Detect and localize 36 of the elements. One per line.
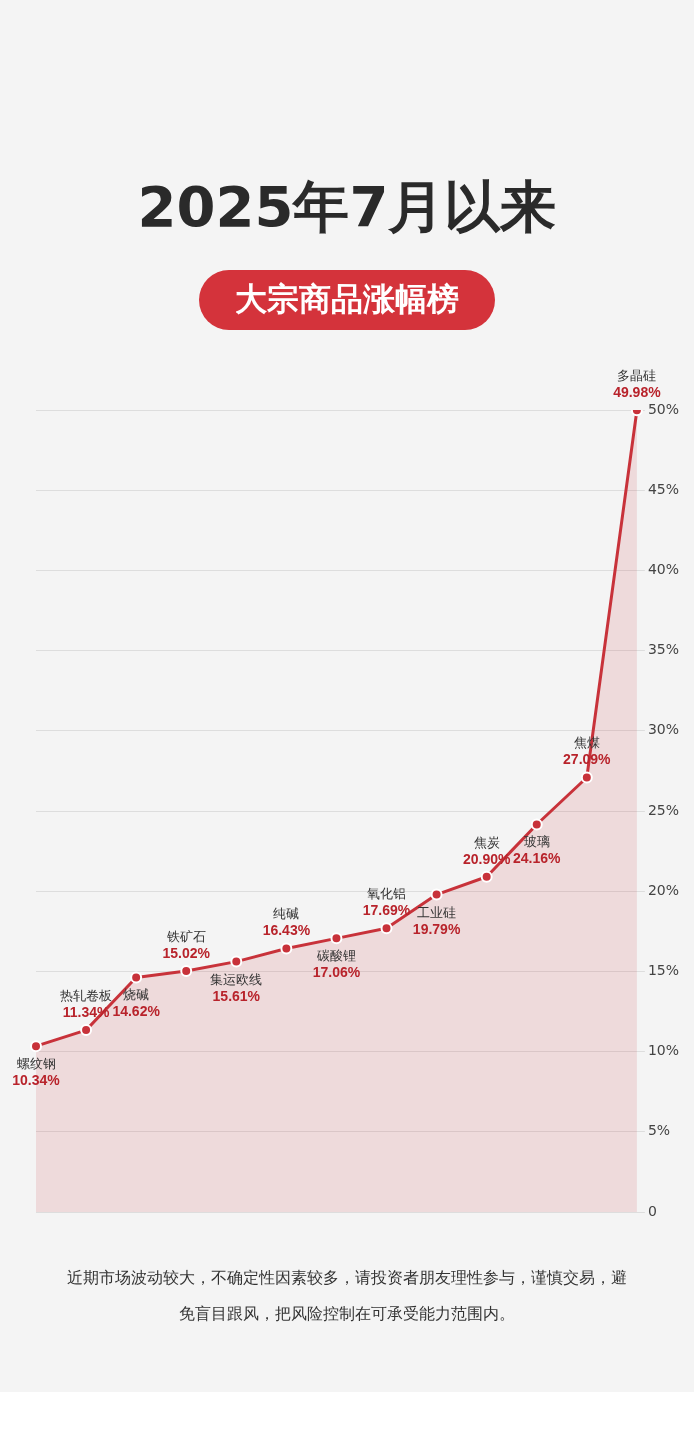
y-tick-label: 35%	[647, 641, 680, 658]
y-tick-label: 45%	[647, 480, 680, 497]
chart-subtitle: 大宗商品涨幅榜	[199, 270, 495, 330]
x-tick-label: 多晶硅	[617, 368, 657, 384]
data-label: 24.16%	[512, 850, 562, 867]
x-tick-label: 焦炭	[473, 834, 500, 850]
y-tick-label: 0	[647, 1202, 657, 1219]
x-tick-label: 集运欧线	[210, 971, 263, 987]
x-tick-label: 热轧卷板	[60, 988, 113, 1004]
y-tick-label: 25%	[647, 801, 680, 818]
x-tick-label: 碳酸锂	[315, 948, 356, 964]
data-label: 19.79%	[412, 920, 461, 937]
x-tick-label: 工业硅	[417, 904, 457, 920]
x-tick-label: 氧化铝	[367, 886, 407, 902]
data-label: 10.34%	[12, 1072, 61, 1089]
y-tick-label: 15%	[647, 962, 680, 979]
y-tick-label: 40%	[647, 561, 680, 578]
x-tick-label: 螺纹钢	[16, 1056, 56, 1072]
x-tick-label: 烧碱	[123, 987, 150, 1003]
data-label: 14.62%	[112, 1003, 161, 1020]
y-tick-label: 20%	[647, 881, 680, 898]
y-tick-label: 50%	[647, 400, 680, 417]
x-tick-label: 铁矿石	[165, 929, 206, 945]
text: 近期市场波动较大，不确定性因素较多，请投资者朋友理性参与，谨慎交易，避免盲目跟风，把风险控制在可承受能力范围内。	[67, 1267, 627, 1325]
data-label: 49.98%	[613, 384, 662, 401]
x-tick-label: 玻璃	[523, 834, 550, 850]
data-label: 15.02%	[162, 945, 211, 962]
y-tick-label: 10%	[647, 1042, 680, 1059]
chart-title: 2025年7月以来	[136, 173, 558, 241]
data-label: 15.61%	[212, 987, 261, 1004]
y-tick-label: 30%	[647, 721, 680, 738]
y-tick-label: 5%	[647, 1122, 671, 1139]
data-label: 17.06%	[312, 964, 361, 981]
x-tick-label: 纯碱	[273, 906, 300, 922]
data-label: 16.43%	[262, 922, 311, 939]
data-label: 17.69%	[362, 902, 411, 919]
